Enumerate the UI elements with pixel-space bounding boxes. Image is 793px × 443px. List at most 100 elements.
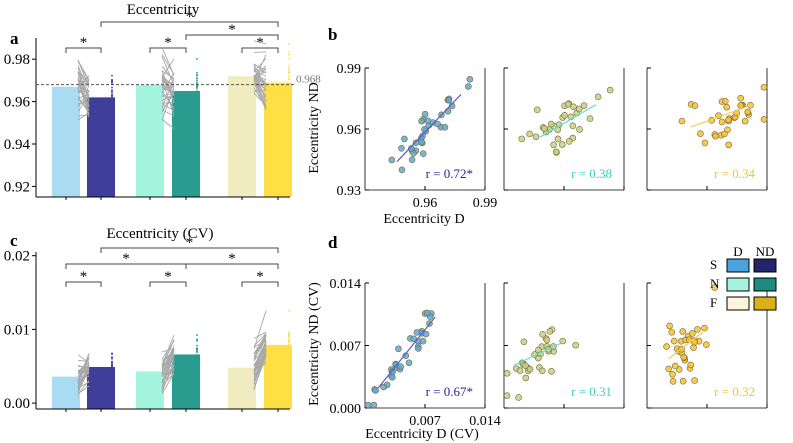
legend-swatch-s-d <box>726 258 750 273</box>
subject-point <box>288 349 290 352</box>
subject-line <box>253 51 267 53</box>
subject-line <box>77 369 90 393</box>
subject-line <box>161 360 175 393</box>
subject-line <box>161 66 175 81</box>
r-value-s: r = 0.67* <box>426 384 473 399</box>
fit-line-f <box>668 331 704 360</box>
subject-point <box>288 94 290 97</box>
scatter-point-f <box>678 117 686 125</box>
y-tick-label: 0.02 <box>4 249 30 265</box>
scatter-point-f <box>701 139 709 147</box>
subject-point <box>111 103 113 106</box>
subject-point <box>288 309 290 312</box>
scatter-point-f <box>670 337 678 345</box>
subject-line <box>77 362 90 372</box>
x-tick-label: 0.99 <box>473 196 498 211</box>
subject-point <box>288 332 290 335</box>
scatter-point-s <box>398 166 406 174</box>
legend-label-n: N <box>710 276 720 291</box>
subject-point <box>288 331 290 333</box>
subject-point <box>288 337 290 339</box>
subject-point <box>196 97 198 100</box>
y-tick-label: 0.92 <box>4 179 30 195</box>
scatter-point-n <box>569 122 577 130</box>
y-tick-label: 0.014 <box>330 277 362 292</box>
subject-line <box>161 109 175 117</box>
scatter-point-n <box>516 367 524 374</box>
scatter-point-s <box>413 329 421 336</box>
scatter-point-n <box>572 341 579 349</box>
panel-b-scatter: Eccentricity ND Eccentricity D 0.93 0.96 0… <box>307 62 768 227</box>
scatter-point-s <box>412 139 420 147</box>
subject-line <box>253 356 267 389</box>
scatter-point-f <box>687 361 695 369</box>
significance-star: * <box>164 269 172 285</box>
subject-point <box>196 87 198 90</box>
bar-n-d <box>136 371 164 409</box>
y-tick-label: 0.00 <box>4 396 30 412</box>
subject-point <box>196 359 198 362</box>
subject-point <box>288 57 290 60</box>
subject-line <box>253 64 267 87</box>
significance-bracket <box>185 263 279 269</box>
scatter-point-f <box>701 324 708 332</box>
subject-point <box>111 379 113 382</box>
subject-line <box>161 78 175 108</box>
scatter-point-s <box>388 156 396 164</box>
subject-point <box>111 352 113 355</box>
y-tick-label: 0.98 <box>4 52 30 68</box>
subject-line <box>161 347 175 369</box>
subject-point <box>288 87 290 90</box>
subject-point <box>196 361 198 363</box>
scatter-point-s <box>418 138 425 146</box>
scatter-point-s <box>434 120 441 128</box>
scatter-point-s <box>395 345 402 353</box>
subject-point <box>196 127 198 130</box>
scatter-point-s <box>422 330 430 338</box>
subject-point <box>288 339 290 342</box>
subject-point <box>288 346 290 348</box>
subject-line <box>161 361 175 378</box>
significance-star: * <box>228 251 236 267</box>
y-tick-label: 0.94 <box>4 137 31 153</box>
subject-point <box>196 367 198 370</box>
subject-point <box>196 92 198 95</box>
subject-point <box>111 98 113 101</box>
fit-line-s <box>377 316 436 389</box>
subject-point <box>196 354 198 356</box>
significance-bracket <box>65 47 102 53</box>
scatter-point-s <box>370 401 378 409</box>
legend: D ND S N F <box>710 244 777 311</box>
scatter-point-n <box>522 362 529 369</box>
subject-line <box>253 65 267 78</box>
fit-line-n <box>539 104 597 138</box>
legend-swatch-f-d <box>726 296 750 311</box>
y-tick-label: 0.96 <box>4 95 31 111</box>
subject-point <box>196 94 198 96</box>
bar-f-nd <box>264 344 292 409</box>
subject-line <box>77 77 90 99</box>
ylabel-b: Eccentricity ND <box>307 82 322 173</box>
subject-point <box>196 339 198 342</box>
scatter-point-s <box>414 345 422 352</box>
subject-line <box>161 373 175 386</box>
scatter-point-f <box>669 378 677 385</box>
subject-line <box>77 65 90 93</box>
scatter-point-n <box>576 126 583 133</box>
legend-header-nd: ND <box>756 244 775 259</box>
scatter-point-s <box>419 337 427 345</box>
scatter-point-f <box>711 284 719 291</box>
reference-label: 0.968 <box>296 74 321 86</box>
subject-line <box>77 380 90 395</box>
scatter-point-s <box>388 374 396 381</box>
subject-point <box>196 347 198 350</box>
subject-point <box>111 357 113 360</box>
subject-point <box>111 89 113 92</box>
scatter-point-s <box>364 401 372 409</box>
subject-point <box>196 73 198 76</box>
scatter-point-n <box>515 394 522 401</box>
subject-line <box>253 93 267 106</box>
scatter-point-s <box>421 110 429 118</box>
subject-line <box>253 335 267 370</box>
